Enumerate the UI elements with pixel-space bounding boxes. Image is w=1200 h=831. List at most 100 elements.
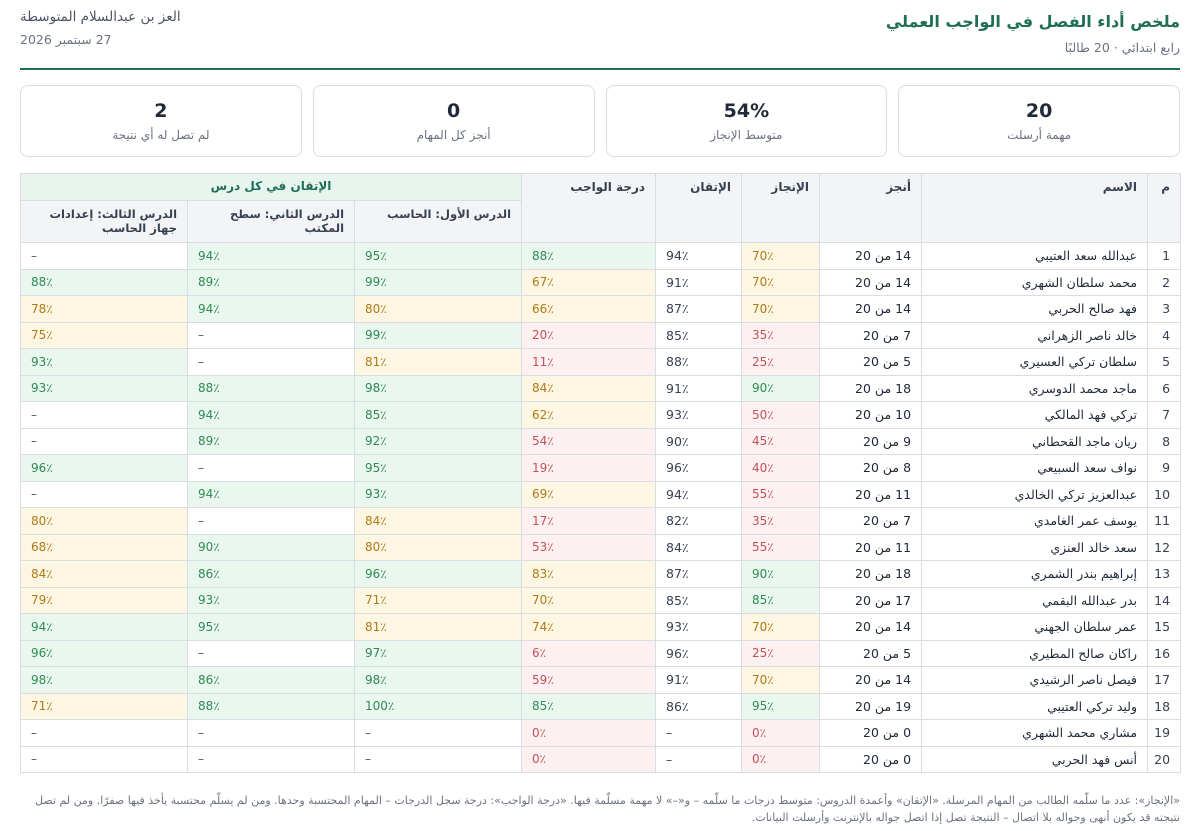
row-number: 8 xyxy=(1147,427,1182,455)
row-number: 5 xyxy=(1147,348,1182,376)
done-count: 18 من 20 xyxy=(819,374,923,402)
lesson2-cell: 88٪ xyxy=(187,692,356,720)
student-name: يوسف عمر الغامدي xyxy=(921,507,1149,535)
card-label: متوسط الإنجاز xyxy=(710,128,783,142)
lesson2-cell: 94٪ xyxy=(187,295,356,323)
lesson2-cell: 94٪ xyxy=(187,401,356,429)
homework-cell: 83٪ xyxy=(521,560,657,588)
student-name: راكان صالح المطيري xyxy=(921,639,1149,667)
mastery-cell: 85٪ xyxy=(655,321,743,349)
lesson1-cell: 98٪ xyxy=(354,666,523,694)
mastery-cell: 94٪ xyxy=(655,242,743,270)
homework-cell: 62٪ xyxy=(521,401,657,429)
lesson3-cell: 96٪ xyxy=(19,454,189,482)
done-count: 11 من 20 xyxy=(819,533,923,561)
lesson2-cell: – xyxy=(187,639,356,667)
lesson3-cell: – xyxy=(19,480,189,508)
table-row: 13 إبراهيم بندر الشمري 18 من 20 90٪ 87٪ 83٪ 96… xyxy=(19,560,1182,588)
lesson2-cell: 93٪ xyxy=(187,586,356,614)
student-name: عبدالعزيز تركي الخالدي xyxy=(921,480,1149,508)
col-header-homework: درجة الواجب xyxy=(521,173,657,243)
lesson2-cell: 88٪ xyxy=(187,374,356,402)
completion-cell: 40٪ xyxy=(741,454,821,482)
homework-cell: 6٪ xyxy=(521,639,657,667)
table-row: 4 خالد ناصر الزهراني 7 من 20 35٪ 85٪ 20٪ 99٪ –7… xyxy=(19,321,1182,349)
student-name: عبدالله سعد العتيبي xyxy=(921,242,1149,270)
col-header-lesson1: الدرس الأول: الحاسب xyxy=(354,200,523,243)
lesson2-cell: – xyxy=(187,321,356,349)
card-no-result: 2 لم تصل له أي نتيجة xyxy=(20,85,302,157)
table-row: 18 وليد تركي العتيبي 19 من 20 95٪ 86٪ 85٪ 100٪… xyxy=(19,692,1182,720)
done-count: 14 من 20 xyxy=(819,295,923,323)
student-name: سعد خالد العنزي xyxy=(921,533,1149,561)
student-name: نواف سعد السبيعي xyxy=(921,454,1149,482)
lesson1-cell: 80٪ xyxy=(354,295,523,323)
student-name: بدر عبدالله البقمي xyxy=(921,586,1149,614)
lesson1-cell: 97٪ xyxy=(354,639,523,667)
lesson3-cell: 80٪ xyxy=(19,507,189,535)
table-row: 15 عمر سلطان الجهني 14 من 20 70٪ 93٪ 74٪ 81٪ 95… xyxy=(19,613,1182,641)
done-count: 14 من 20 xyxy=(819,666,923,694)
completion-cell: 90٪ xyxy=(741,374,821,402)
completion-cell: 90٪ xyxy=(741,560,821,588)
lesson1-cell: 100٪ xyxy=(354,692,523,720)
report-header: ملخص أداء الفصل في الواجب العملي رابع اب… xyxy=(20,0,1180,70)
completion-cell: 50٪ xyxy=(741,401,821,429)
class-subtitle: رابع ابتدائي · 20 طالبًا xyxy=(1064,40,1180,55)
completion-cell: 55٪ xyxy=(741,480,821,508)
lesson1-cell: 98٪ xyxy=(354,374,523,402)
card-value: 0 xyxy=(447,100,461,122)
col-header-completion: الإنجاز xyxy=(741,173,821,243)
mastery-cell: 84٪ xyxy=(655,533,743,561)
mastery-cell: 87٪ xyxy=(655,295,743,323)
lesson1-cell: – xyxy=(354,719,523,747)
lesson3-cell: 94٪ xyxy=(19,613,189,641)
lesson1-cell: 93٪ xyxy=(354,480,523,508)
completion-cell: 35٪ xyxy=(741,321,821,349)
done-count: 14 من 20 xyxy=(819,268,923,296)
student-name: فهد صالح الحربي xyxy=(921,295,1149,323)
done-count: 14 من 20 xyxy=(819,242,923,270)
lesson1-cell: 84٪ xyxy=(354,507,523,535)
student-name: محمد سلطان الشهري xyxy=(921,268,1149,296)
done-count: 17 من 20 xyxy=(819,586,923,614)
lesson2-cell: – xyxy=(187,507,356,535)
row-number: 15 xyxy=(1147,613,1182,641)
table-row: 17 فيصل ناصر الرشيدي 14 من 20 70٪ 91٪ 59٪ 98٪ 8… xyxy=(19,666,1182,694)
completion-cell: 70٪ xyxy=(741,242,821,270)
lesson3-cell: 88٪ xyxy=(19,268,189,296)
lesson1-cell: – xyxy=(354,745,523,773)
lesson2-cell: 89٪ xyxy=(187,427,356,455)
done-count: 5 من 20 xyxy=(819,348,923,376)
mastery-cell: 85٪ xyxy=(655,586,743,614)
table-body: 1 عبدالله سعد العتيبي 14 من 20 70٪ 94٪ 88٪ 95٪… xyxy=(19,242,1182,773)
mastery-cell: 91٪ xyxy=(655,666,743,694)
homework-cell: 74٪ xyxy=(521,613,657,641)
lesson3-cell: 98٪ xyxy=(19,666,189,694)
completion-cell: 35٪ xyxy=(741,507,821,535)
col-header-num: م xyxy=(1147,173,1182,243)
student-name: خالد ناصر الزهراني xyxy=(921,321,1149,349)
lesson1-cell: 81٪ xyxy=(354,348,523,376)
student-name: مشاري محمد الشهري xyxy=(921,719,1149,747)
mastery-cell: 90٪ xyxy=(655,427,743,455)
completion-cell: 70٪ xyxy=(741,613,821,641)
completion-cell: 95٪ xyxy=(741,692,821,720)
student-name: سلطان تركي العسيري xyxy=(921,348,1149,376)
table-row: 3 فهد صالح الحربي 14 من 20 70٪ 87٪ 66٪ 80٪ 94٪ 7… xyxy=(19,295,1182,323)
table-row: 6 ماجد محمد الدوسري 18 من 20 90٪ 91٪ 84٪ 98٪ 88… xyxy=(19,374,1182,402)
row-number: 7 xyxy=(1147,401,1182,429)
mastery-cell: 93٪ xyxy=(655,613,743,641)
homework-cell: 19٪ xyxy=(521,454,657,482)
col-header-done: أنجز xyxy=(819,173,923,243)
done-count: 7 من 20 xyxy=(819,507,923,535)
homework-cell: 69٪ xyxy=(521,480,657,508)
completion-cell: 0٪ xyxy=(741,745,821,773)
homework-cell: 59٪ xyxy=(521,666,657,694)
card-tasks-sent: 20 مهمة أرسلت xyxy=(898,85,1180,157)
student-name: ريان ماجد القحطاني xyxy=(921,427,1149,455)
completion-cell: 25٪ xyxy=(741,348,821,376)
homework-cell: 20٪ xyxy=(521,321,657,349)
done-count: 11 من 20 xyxy=(819,480,923,508)
row-number: 1 xyxy=(1147,242,1182,270)
